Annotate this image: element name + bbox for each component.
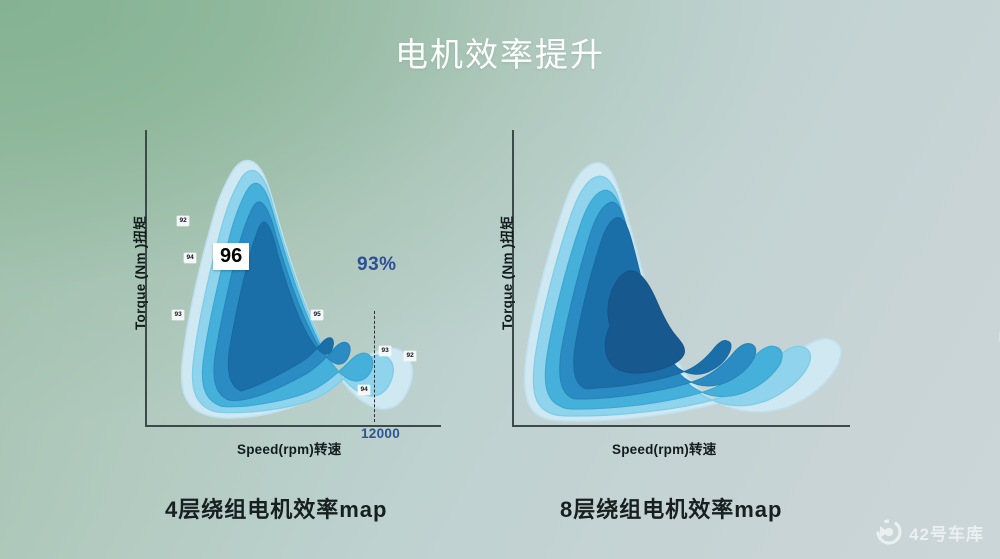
left-contour-label-94b: 94 <box>358 385 371 395</box>
left-speed-marker-12000 <box>374 311 375 422</box>
right-x-axis <box>512 425 850 427</box>
left-x-tick-12000: 12000 <box>361 426 401 441</box>
right-contour-plot <box>523 162 842 422</box>
left-x-axis-label: Speed(rpm)转速 <box>237 442 342 457</box>
left-peak-efficiency-label: 96 <box>213 243 250 270</box>
left-contour-label-94a: 94 <box>184 253 197 263</box>
left-contour-label-93b: 93 <box>379 346 392 356</box>
left-y-axis <box>145 130 147 427</box>
right-x-axis-label: Speed(rpm)转速 <box>612 442 717 457</box>
play-circle-logo-icon <box>876 519 902 545</box>
left-contour-label-95: 95 <box>311 310 324 320</box>
left-contour-label-92a: 92 <box>177 216 190 226</box>
left-contour-label-93a: 93 <box>172 310 185 320</box>
left-chart-caption: 4层绕组电机效率map <box>165 497 388 522</box>
watermark-label: 42号车库 <box>909 524 984 544</box>
left-x-axis <box>145 425 441 427</box>
left-contour-label-92b: 92 <box>404 351 417 361</box>
right-chart-caption: 8层绕组电机效率map <box>560 497 783 522</box>
page-title: 电机效率提升 <box>395 36 605 73</box>
watermark: 42号车库 <box>876 519 984 545</box>
right-y-axis <box>512 130 514 427</box>
chart-panel-left: Torque (Nm )扭矩 Speed(rpm)转速 92 94 93 95 … <box>0 0 470 559</box>
left-efficiency-callout: 93% <box>357 254 397 275</box>
chart-panel-right: Torque (Nm )扭矩 Speed(rpm)转速 93 94 95 94 … <box>460 0 1000 559</box>
left-contour-plot <box>180 159 414 419</box>
